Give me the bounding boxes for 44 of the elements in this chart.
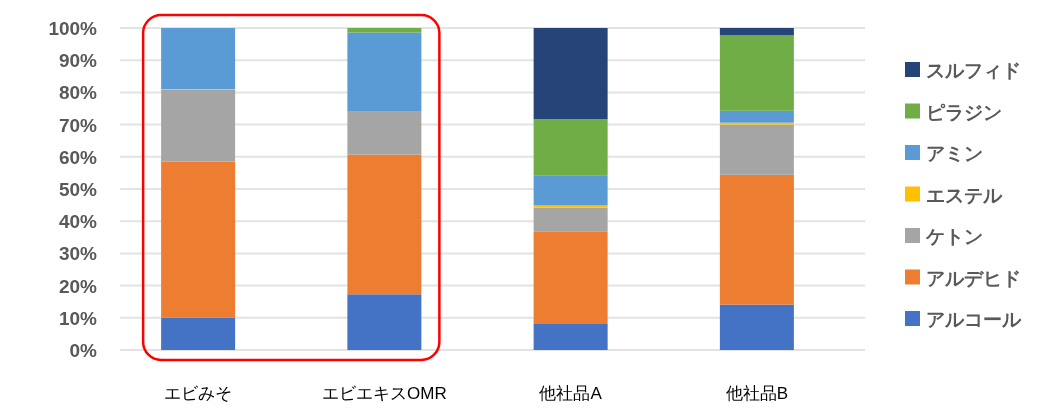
y-tick-label: 90% xyxy=(58,50,98,72)
legend-label: アルコール xyxy=(926,309,1022,330)
bar xyxy=(533,175,608,206)
bar xyxy=(347,111,422,155)
bar xyxy=(533,231,608,324)
bar xyxy=(533,207,608,232)
bar xyxy=(533,119,608,176)
bar xyxy=(161,89,236,162)
legend-label: ピラジン xyxy=(926,101,1002,123)
legend-label: アルデヒド xyxy=(926,267,1021,289)
bar xyxy=(347,154,422,295)
y-tick-label: 70% xyxy=(58,114,98,136)
bar xyxy=(533,28,608,120)
x-tick-label: 他社品B xyxy=(725,384,789,403)
legend-label: アミン xyxy=(926,143,983,164)
bar xyxy=(719,124,794,175)
y-tick-label: 30% xyxy=(58,243,98,265)
bar xyxy=(161,161,236,318)
legend-label: エステル xyxy=(926,184,1003,206)
bar xyxy=(533,205,608,208)
x-tick-label: エビみそ xyxy=(164,384,233,403)
x-tick-label: 他社品A xyxy=(539,384,603,403)
y-tick-label: 40% xyxy=(58,211,98,233)
bar xyxy=(719,174,794,305)
bar xyxy=(347,32,422,112)
y-tick-label: 10% xyxy=(58,307,98,329)
legend-label: ケトン xyxy=(925,226,983,247)
bar xyxy=(719,35,794,111)
bar xyxy=(347,294,422,350)
y-tick-label: 100% xyxy=(48,18,98,39)
bar xyxy=(533,323,608,350)
bar xyxy=(719,304,794,350)
y-tick-label: 80% xyxy=(58,82,98,104)
bar xyxy=(719,110,794,123)
y-tick-label: 20% xyxy=(58,275,98,297)
legend-label: スルフィド xyxy=(926,60,1021,81)
y-tick-label: 0% xyxy=(69,340,98,361)
bar xyxy=(161,317,236,350)
y-tick-label: 60% xyxy=(58,146,98,168)
x-tick-label: エビエキスOMR xyxy=(322,384,447,403)
bar xyxy=(161,28,236,90)
bar xyxy=(719,28,794,36)
bar xyxy=(347,28,422,33)
y-tick-label: 50% xyxy=(58,179,98,200)
